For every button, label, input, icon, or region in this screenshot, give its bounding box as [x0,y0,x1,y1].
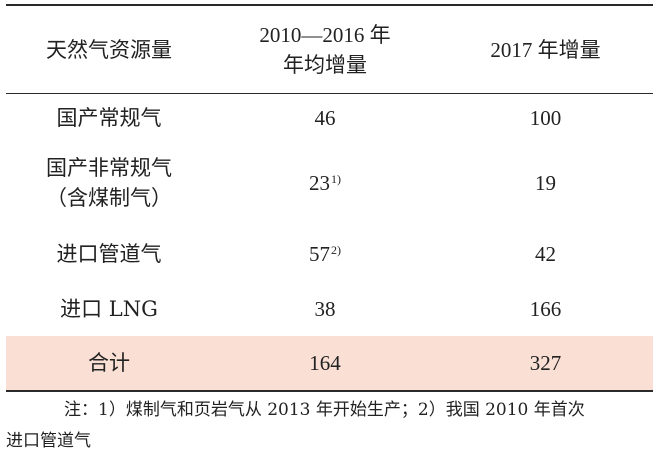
total-row-background [6,336,653,390]
row-avg-value: 23 [309,171,330,195]
row-2017-increase: 100 [529,106,562,130]
table-row: 进口 LNG 38 166 [6,291,653,327]
table-row: 进口管道气 572) 42 [6,236,653,272]
table-footnote: 注：1）煤制气和页岩气从 2013 年开始生产；2）我国 2010 年首次 进口… [6,395,653,457]
table-header-row: 天然气资源量 2010—2016 年 年均增量 2017 年增量 [6,12,653,88]
row-resource-name-line1: 国产非常规气 [46,156,172,180]
row-avg-increase: 46 [314,106,336,130]
header-avg-increase: 2010—2016 年 年均增量 [212,20,438,80]
header-avg-increase-line1: 2010—2016 年 [259,23,391,47]
footnote-line1: 注：1）煤制气和页岩气从 2013 年开始生产；2）我国 2010 年首次 [64,400,585,420]
row-avg-value: 57 [309,242,330,266]
row-2017-increase: 19 [535,171,556,195]
row-resource-name-line2: （含煤制气） [46,186,172,210]
row-2017-increase: 166 [529,297,562,321]
row-avg-increase: 38 [314,297,336,321]
footnote-marker: 1) [331,172,341,186]
header-resource-type: 天然气资源量 [46,38,172,62]
row-resource-name: 进口管道气 [56,242,162,266]
total-avg-increase: 164 [309,351,341,375]
row-avg-increase: 231) [212,168,438,198]
table-total-row: 合计 164 327 [6,345,653,381]
table-top-rule [6,4,653,6]
row-resource-name: 国产非常规气 （含煤制气） [6,153,212,213]
total-label: 合计 [88,351,130,375]
footnote-line2: 进口管道气 [6,431,91,451]
total-2017-increase: 327 [529,351,562,375]
header-avg-increase-line2: 年均增量 [283,53,367,77]
header-bottom-rule [6,93,653,94]
row-resource-name: 进口 LNG [60,297,158,321]
row-2017-increase: 42 [535,242,556,266]
footnote-marker: 2) [331,243,341,257]
table-bottom-rule [6,390,653,392]
row-avg-increase: 572) [212,239,438,269]
header-2017-increase: 2017 年增量 [490,38,601,62]
table-row: 国产非常规气 （含煤制气） 231) 19 [6,149,653,217]
row-resource-name: 国产常规气 [56,106,162,130]
table-row: 国产常规气 46 100 [6,100,653,136]
